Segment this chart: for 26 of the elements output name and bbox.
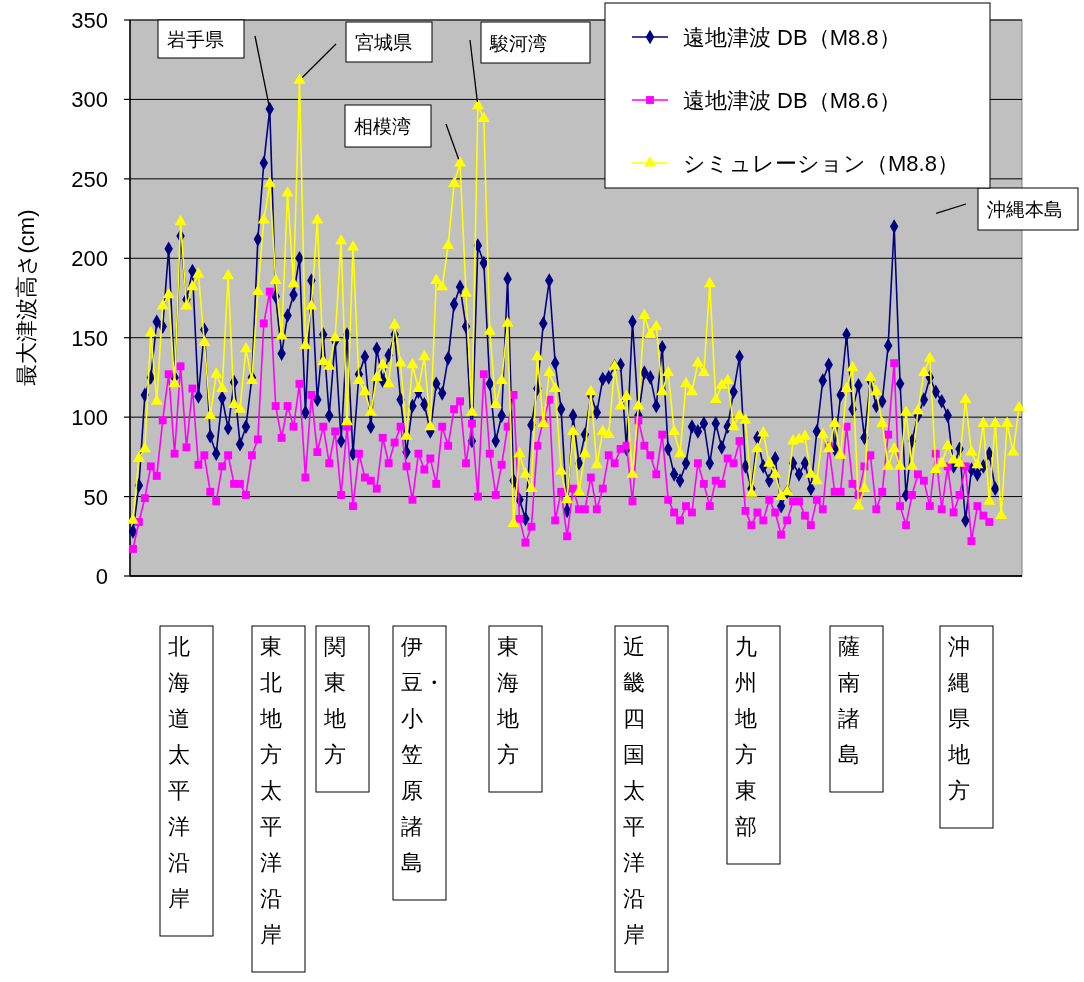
annotation: 宮城県 [355,32,412,53]
text: 沖縄県地方 [947,634,970,803]
y-tick-label: 200 [71,246,108,272]
y-tick-label: 350 [71,8,108,33]
y-tick-label: 150 [71,325,108,351]
y-tick-label: 250 [71,166,108,192]
annotation: 沖縄本島 [987,199,1063,220]
text: 伊豆・小笠原諸島 [401,634,445,875]
annotation: 相模湾 [354,116,411,137]
text: 薩南諸島 [838,634,860,767]
annotation: 岩手県 [167,29,224,50]
text: 北海道太平洋沿岸 [168,634,190,911]
text: 東海地方 [496,634,519,767]
y-tick-label: 0 [95,564,108,589]
y-axis-title: 最大津波高さ(cm) [14,209,39,387]
text: 関東地方 [323,634,346,767]
legend-label: 遠地津波 DB（M8.8） [683,25,901,50]
y-tick-label: 300 [71,87,108,113]
y-tick-label: 50 [83,484,108,510]
text: 近畿四国太平洋沿岸 [623,634,645,947]
y-tick-label: 100 [71,405,108,431]
annotation: 駿河湾 [489,32,547,54]
text: 東北地方太平洋沿岸 [260,634,282,947]
legend-label: 遠地津波 DB（M8.6） [683,88,901,113]
text: 九州地方東部 [734,634,757,839]
legend-label: シミュレーション（M8.8） [683,151,959,176]
